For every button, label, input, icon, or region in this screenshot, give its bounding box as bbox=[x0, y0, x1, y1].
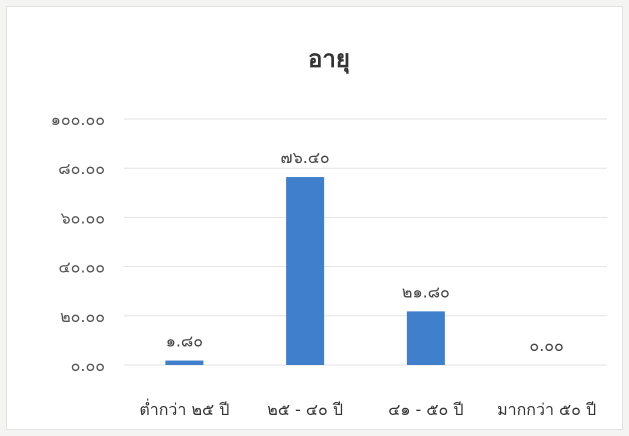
bar-chart: อายุ ๐.๐๐ ๒๐.๐๐ ๔๐.๐๐ ๖๐.๐๐ ๘๐.๐๐ ๑๐๐.๐๐ ๑.๘๐… bbox=[51, 45, 607, 419]
y-axis-ticks: ๐.๐๐ ๒๐.๐๐ ๔๐.๐๐ ๖๐.๐๐ ๘๐.๐๐ ๑๐๐.๐๐ bbox=[51, 110, 105, 375]
y-tick-label: ๒๐.๐๐ bbox=[60, 307, 105, 326]
category-label: ๒๕ - ๔๐ ปี bbox=[267, 400, 343, 419]
data-label: ๐.๐๐ bbox=[529, 336, 563, 355]
x-axis-categories: ต่ำกว่า ๒๕ ปี ๒๕ - ๔๐ ปี ๔๑ - ๕๐ ปี มากกว่า… bbox=[139, 398, 596, 419]
y-tick-label: ๖๐.๐๐ bbox=[60, 208, 105, 227]
chart-title: อายุ bbox=[308, 45, 350, 75]
bar bbox=[406, 311, 445, 365]
bar bbox=[165, 360, 204, 365]
y-tick-label: ๑๐๐.๐๐ bbox=[51, 110, 105, 129]
bar bbox=[286, 177, 325, 365]
y-tick-label: ๘๐.๐๐ bbox=[58, 159, 105, 178]
data-label: ๗๖.๔๐ bbox=[281, 148, 330, 167]
y-tick-label: ๐.๐๐ bbox=[71, 356, 105, 375]
category-label: ๔๑ - ๕๐ ปี bbox=[388, 400, 463, 419]
data-label: ๑.๘๐ bbox=[166, 332, 203, 351]
chart-frame: อายุ ๐.๐๐ ๒๐.๐๐ ๔๐.๐๐ ๖๐.๐๐ ๘๐.๐๐ ๑๐๐.๐๐ ๑.๘๐… bbox=[6, 6, 623, 430]
category-label: ต่ำกว่า ๒๕ ปี bbox=[139, 398, 229, 419]
bars bbox=[165, 177, 445, 365]
y-tick-label: ๔๐.๐๐ bbox=[59, 258, 106, 277]
category-label: มากกว่า ๕๐ ปี bbox=[497, 400, 596, 419]
gridlines bbox=[124, 118, 607, 366]
data-label: ๒๑.๘๐ bbox=[402, 282, 450, 301]
